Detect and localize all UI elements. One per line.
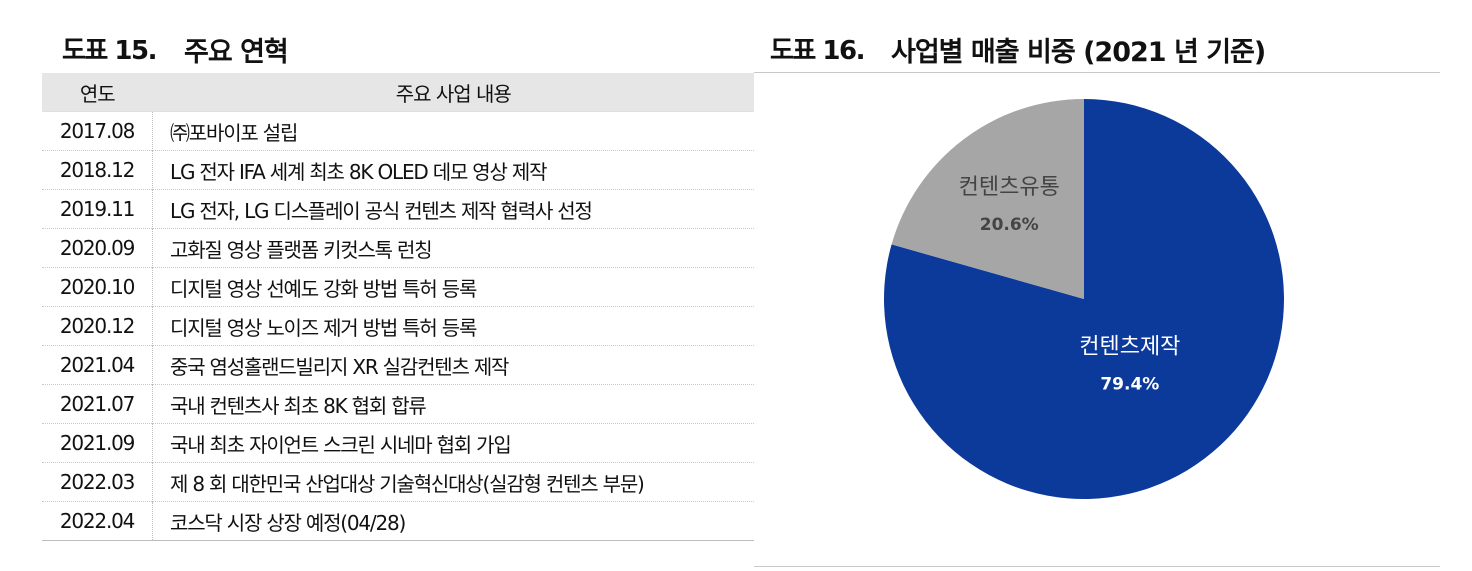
table-row: 2022.03 제 8 회 대한민국 산업대상 기술혁신대상(실감형 컨텐츠 부문…	[42, 462, 754, 502]
history-table: 연도 주요 사업 내용 2017.08 ㈜포바이포 설립 2018.12 LG 전자 …	[42, 73, 754, 541]
row-description: 중국 염성홀랜드빌리지 XR 실감컨텐츠 제작	[152, 345, 754, 385]
year-column-header: 연도	[42, 73, 153, 112]
pie-slice-value-1: 20.6%	[980, 215, 1039, 235]
table-row: 2020.12 디지털 영상 노이즈 제거 방법 특허 등록	[42, 306, 754, 346]
row-description: 국내 컨텐츠사 최초 8K 협회 합류	[152, 384, 754, 424]
table-row: 2019.11 LG 전자, LG 디스플레이 공식 컨텐츠 제작 협력사 선정	[42, 189, 754, 229]
revenue-title-rule	[754, 72, 1440, 73]
table-row: 2021.04 중국 염성홀랜드빌리지 XR 실감컨텐츠 제작	[42, 345, 754, 385]
row-description: 국내 최초 자이언트 스크린 시네마 협회 가입	[152, 423, 754, 463]
history-table-body: 2017.08 ㈜포바이포 설립 2018.12 LG 전자 IFA 세계 최초 8K…	[42, 111, 754, 541]
table-row: 2017.08 ㈜포바이포 설립	[42, 111, 754, 151]
row-year: 2017.08	[42, 111, 153, 151]
table-row: 2018.12 LG 전자 IFA 세계 최초 8K OLED 데모 영상 제작	[42, 150, 754, 190]
row-description: 고화질 영상 플랫폼 키컷스톡 런칭	[152, 228, 754, 268]
row-description: ㈜포바이포 설립	[152, 111, 754, 151]
revenue-pie-chart: 컨텐츠제작 79.4% 컨텐츠유통 20.6%	[754, 73, 1440, 567]
table-row: 2021.07 국내 컨텐츠사 최초 8K 협회 합류	[42, 384, 754, 424]
pie-slice-label-0: 컨텐츠제작	[1079, 335, 1180, 360]
row-year: 2022.03	[42, 462, 153, 502]
table-row: 2020.10 디지털 영상 선예도 강화 방법 특허 등록	[42, 267, 754, 307]
revenue-figure-number: 도표 16.	[770, 36, 865, 66]
pie-slice-label-1: 컨텐츠유통	[959, 175, 1060, 200]
row-description: LG 전자 IFA 세계 최초 8K OLED 데모 영상 제작	[152, 150, 754, 190]
history-title: 주요 연혁	[184, 37, 289, 68]
pie-svg: 컨텐츠제작 79.4% 컨텐츠유통 20.6%	[884, 99, 1284, 499]
row-year: 2018.12	[42, 150, 153, 190]
row-description: 코스닥 시장 상장 예정(04/28)	[152, 501, 754, 541]
table-row: 2020.09 고화질 영상 플랫폼 키컷스톡 런칭	[42, 228, 754, 268]
row-year: 2020.10	[42, 267, 153, 307]
history-figure-number: 도표 15.	[62, 36, 157, 66]
row-year: 2021.09	[42, 423, 153, 463]
row-year: 2021.07	[42, 384, 153, 424]
row-description: 디지털 영상 선예도 강화 방법 특허 등록	[152, 267, 754, 307]
revenue-title: 사업별 매출 비중 (2021 년 기준)	[891, 37, 1266, 68]
table-row: 2021.09 국내 최초 자이언트 스크린 시네마 협회 가입	[42, 423, 754, 463]
row-description: 디지털 영상 노이즈 제거 방법 특허 등록	[152, 306, 754, 346]
row-year: 2022.04	[42, 501, 153, 541]
row-year: 2019.11	[42, 189, 153, 229]
row-description: 제 8 회 대한민국 산업대상 기술혁신대상(실감형 컨텐츠 부문)	[152, 462, 754, 502]
history-table-header: 연도 주요 사업 내용	[42, 73, 754, 112]
row-year: 2020.12	[42, 306, 153, 346]
pie-slice-value-0: 79.4%	[1100, 375, 1159, 395]
pie-slice-1	[891, 99, 1084, 299]
table-row: 2022.04 코스닥 시장 상장 예정(04/28)	[42, 501, 754, 541]
row-description: LG 전자, LG 디스플레이 공식 컨텐츠 제작 협력사 선정	[152, 189, 754, 229]
desc-column-header: 주요 사업 내용	[152, 73, 754, 112]
row-year: 2021.04	[42, 345, 153, 385]
row-year: 2020.09	[42, 228, 153, 268]
revenue-bottom-rule	[754, 566, 1440, 567]
